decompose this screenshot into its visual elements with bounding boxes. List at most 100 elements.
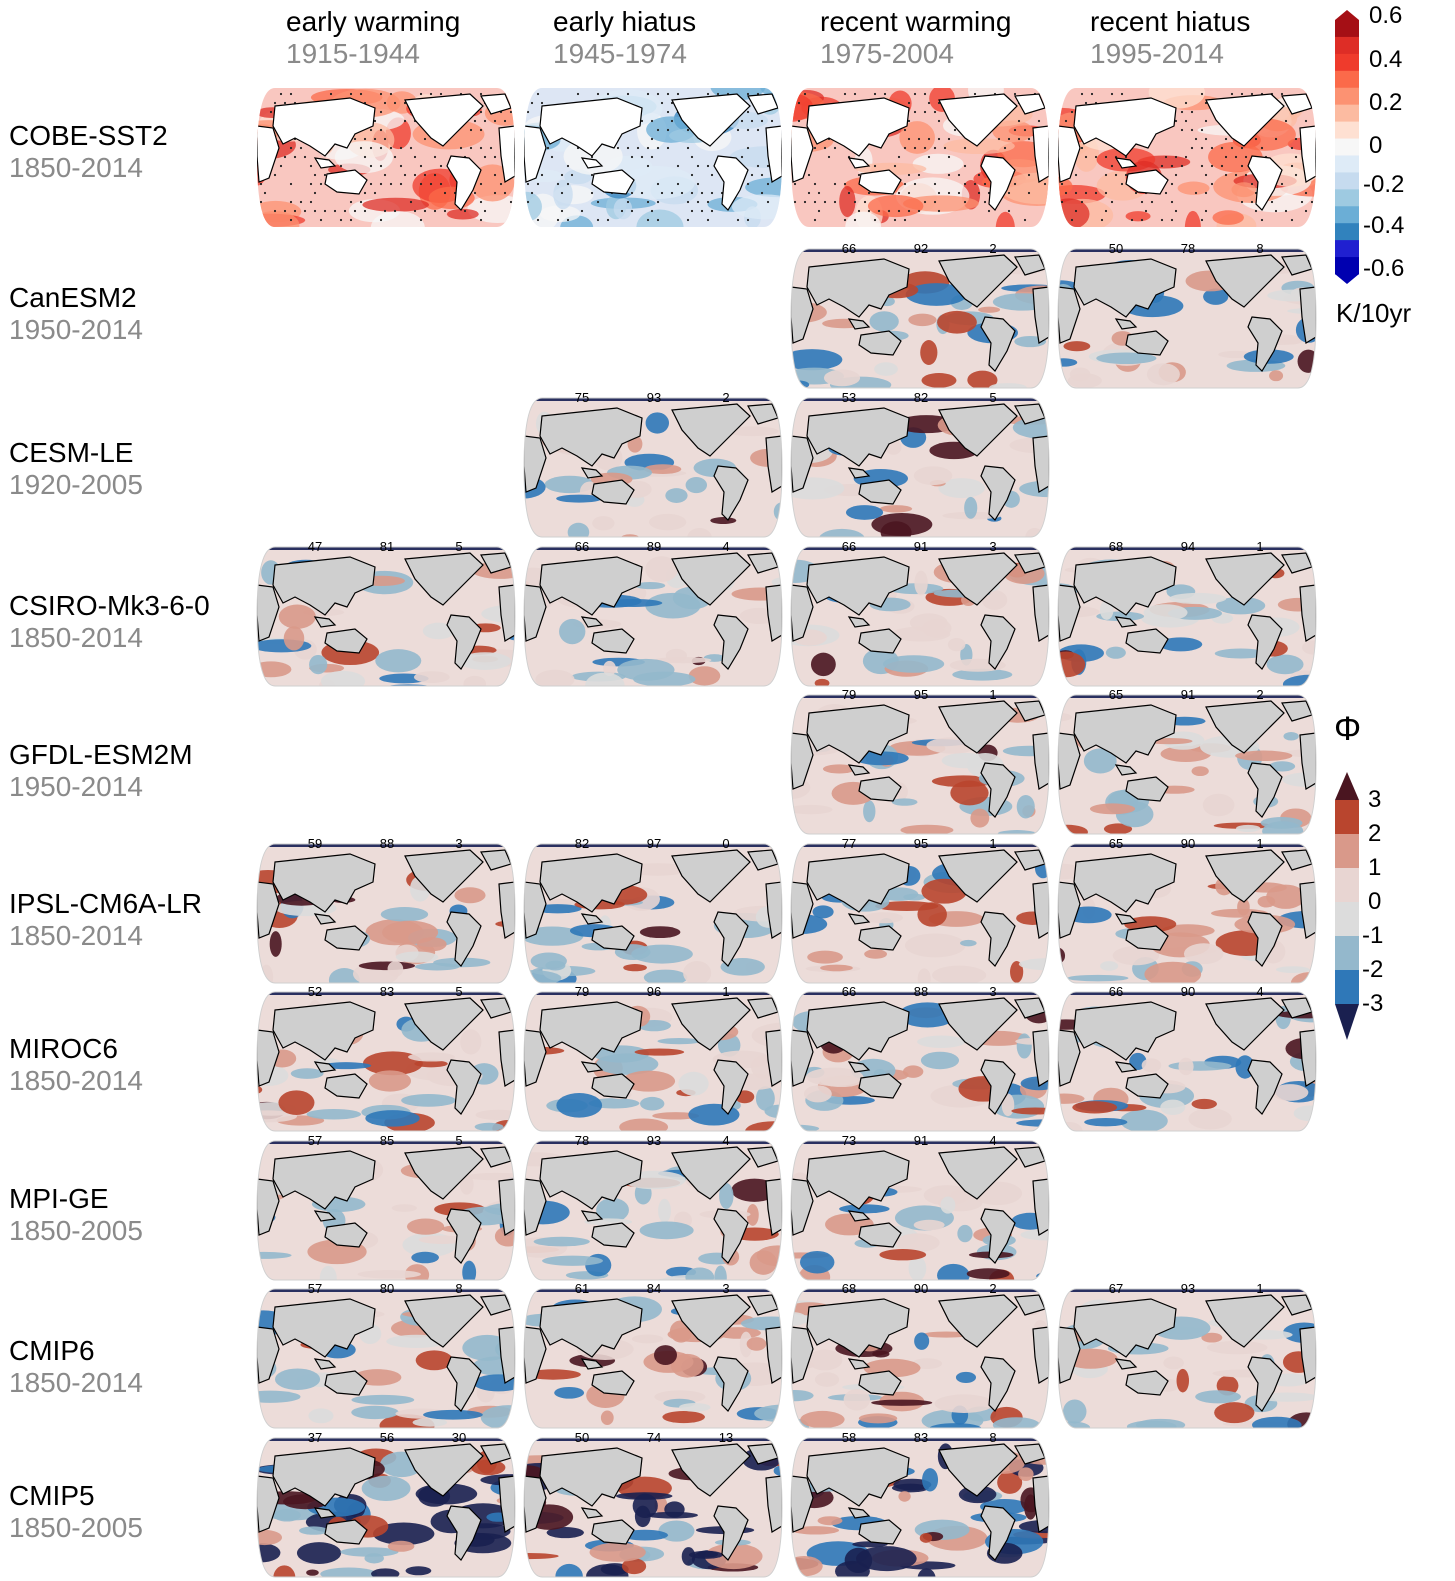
significance-dot [710,191,714,195]
phi-blob [922,618,952,638]
significance-dot [1134,191,1138,195]
significance-dot [479,110,483,114]
phi-blob [964,496,978,519]
significance-dot [323,209,327,213]
land [806,258,910,318]
significance-dot [479,182,483,186]
significance-dot [1120,92,1124,96]
significance-dot [273,173,277,177]
significance-dot [379,92,383,96]
significance-dot [1224,155,1228,159]
phi-blob [970,808,990,828]
significance-dot [1174,173,1178,177]
phi-blob [623,964,647,972]
land [1073,853,1177,913]
significance-dot [1070,218,1074,222]
land [524,1475,547,1533]
significance-dot [1190,110,1194,114]
land [847,467,871,479]
significance-dot [323,173,327,177]
significance-dot [263,191,267,195]
phi-blob [920,1051,960,1070]
phi-blob [755,1086,775,1111]
colorbar-segment [1335,800,1359,835]
anomaly-blob [370,210,425,227]
phi-blob [278,1090,315,1115]
phi-blob [858,1413,898,1424]
significance-dot [1037,119,1041,123]
arctic-band [1058,249,1316,252]
dataset-years: 1850-2014 [9,1367,143,1398]
land [524,1326,547,1384]
significance-dot [369,146,373,150]
arctic-band [257,1438,515,1441]
land [980,1505,1016,1561]
percentage-label: 80 [379,1281,395,1296]
phi-blob [791,804,833,815]
significance-dot [933,182,937,186]
significance-dot [963,146,967,150]
significance-dot [690,209,694,213]
percentage-label: 8 [989,1430,997,1445]
phi-blob [415,1350,453,1371]
percentage-label: 8 [455,1281,463,1296]
percentage-label: 3 [722,1281,730,1296]
significance-dot [509,110,513,114]
land [1247,614,1283,670]
significance-dot [740,119,744,123]
significance-dot [1200,218,1204,222]
land [847,1210,871,1222]
land [1032,435,1049,493]
phi-blob [1058,712,1072,722]
phi-blob [1063,1399,1087,1424]
significance-dot [1170,164,1174,168]
significance-dot [847,191,851,195]
land [980,911,1016,967]
significance-dot [1290,146,1294,150]
anomaly-blob [362,197,430,212]
significance-dot [877,209,881,213]
significance-dot [349,218,353,222]
significance-dot [1140,200,1144,204]
phi-blob [296,1542,342,1564]
significance-dot [1003,146,1007,150]
phi-blob [720,958,765,976]
percentage-label: 47 [307,539,323,554]
colorbar-segment [1335,936,1359,971]
significance-dot [746,218,750,222]
row-label: GFDL-ESM2M 1950-2014 [9,739,193,803]
land [806,704,910,764]
significance-dot [897,191,901,195]
significance-dot [399,146,403,150]
significance-dot [303,209,307,213]
phi-blob [554,1386,585,1399]
significance-dot [1110,164,1114,168]
land [1058,732,1081,790]
phi-blob [306,1109,362,1120]
colorbar-segment [1335,189,1359,207]
significance-dot [309,200,313,204]
significance-dot [907,101,911,105]
significance-dot [493,173,497,177]
land [671,1294,751,1348]
map-svg [523,843,783,984]
land [1125,628,1169,654]
significance-dot [289,200,293,204]
phi-blob [1163,1356,1184,1370]
significance-dot [620,209,624,213]
land [1299,881,1316,939]
percentage-label: 4 [722,539,730,554]
phi-blob [895,1233,940,1252]
land [806,1447,910,1507]
arctic-band [1058,695,1316,698]
land [313,1210,337,1222]
phi-tick-label: 0 [1368,888,1382,915]
phi-blob [863,912,904,924]
phi-blob [654,1496,668,1514]
sst-tick-label: -0.6 [1363,255,1405,282]
anomaly-blob [1231,182,1257,198]
map-panel: 57 80 8 [255,1281,517,1430]
land [938,93,1018,147]
arctic-band [791,398,1049,401]
phi-blob [1089,803,1136,815]
